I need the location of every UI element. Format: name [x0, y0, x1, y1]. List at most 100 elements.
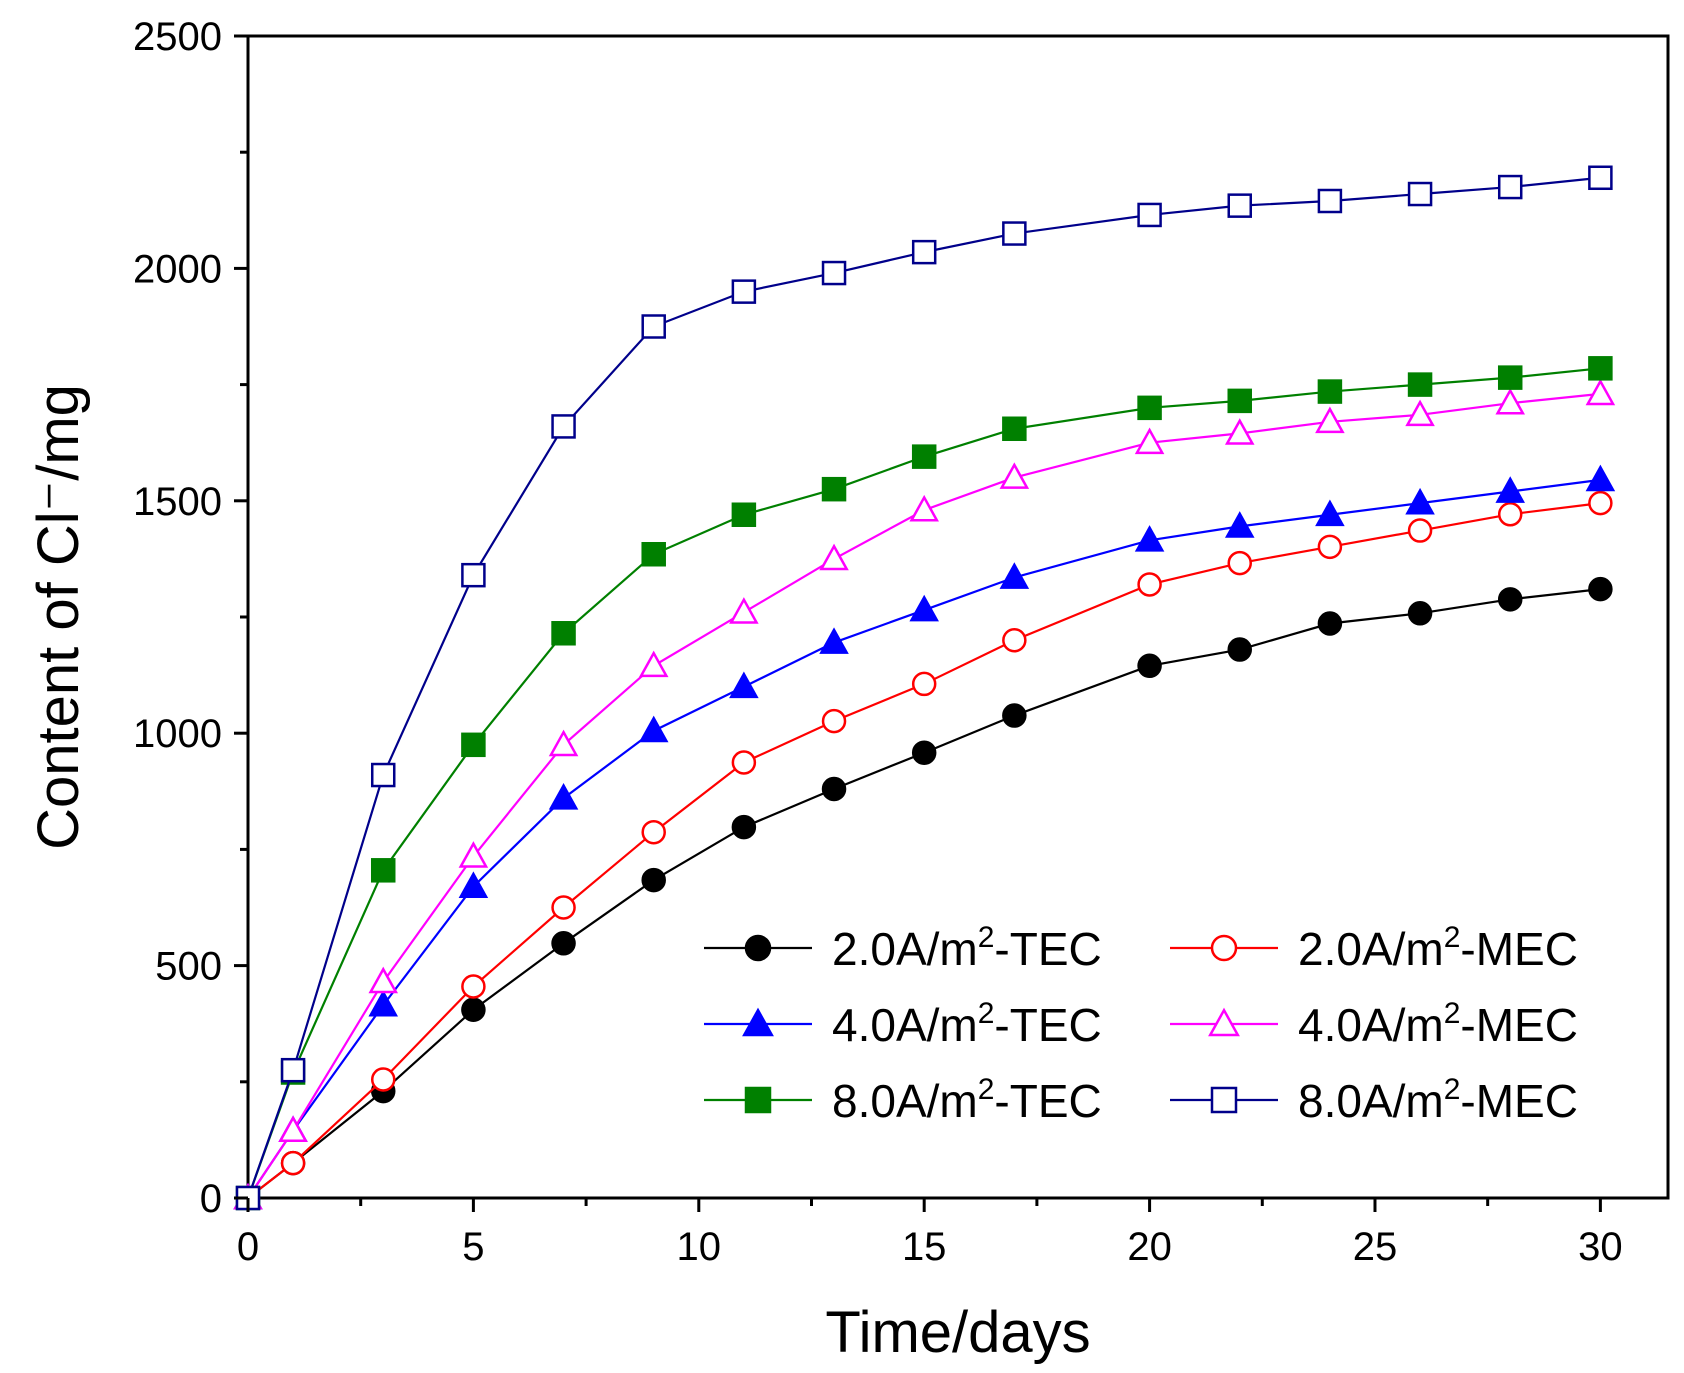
data-point [1137, 395, 1162, 421]
data-point [1317, 188, 1343, 214]
legend-marker [744, 934, 772, 962]
series-line [247, 478, 1601, 1199]
data-point [729, 597, 759, 624]
series-2.0A/m2-MEC [235, 490, 1613, 1211]
legend-item: 2.0A/m2-MEC [1170, 921, 1578, 975]
data-point [821, 476, 847, 502]
x-tick-label: 5 [462, 1225, 484, 1269]
data-point [1497, 365, 1523, 390]
legend-marker [1208, 1007, 1240, 1037]
x-tick-label: 20 [1127, 1225, 1172, 1269]
x-tick-label: 15 [902, 1225, 947, 1269]
data-point [280, 1150, 306, 1176]
legend-item: 8.0A/m2-TEC [704, 1073, 1102, 1127]
data-point [1588, 356, 1613, 381]
y-tick-label: 1000 [133, 712, 222, 756]
data-point [1317, 611, 1343, 636]
data-point [461, 732, 486, 758]
data-point [1317, 534, 1343, 560]
data-point [1407, 601, 1433, 626]
x-tick-label: 25 [1353, 1225, 1398, 1269]
data-point [1002, 627, 1027, 653]
data-point [551, 895, 576, 920]
data-point [1588, 576, 1613, 602]
data-point [551, 931, 576, 956]
data-point [458, 871, 489, 898]
series-layer [233, 165, 1616, 1211]
legend: 2.0A/m2-TEC 2.0A/m2-MEC 4.0A/m2-TEC 4.0A/m2… [704, 921, 1578, 1127]
legend-marker [1210, 934, 1238, 962]
legend-label: 2.0A/m2-TEC [832, 921, 1102, 975]
data-point [370, 762, 396, 788]
data-point [1137, 202, 1162, 228]
data-point [729, 671, 759, 699]
data-point [911, 239, 937, 265]
data-point [458, 841, 489, 868]
data-point [1134, 427, 1165, 455]
legend-marker [1210, 1086, 1238, 1114]
data-point [1224, 511, 1255, 538]
data-point [1137, 572, 1162, 597]
data-point [821, 708, 847, 734]
data-point [1405, 399, 1435, 427]
y-tick-label: 2000 [133, 247, 222, 291]
data-point [1585, 378, 1616, 406]
data-point [461, 974, 486, 999]
y-tick-label: 2500 [133, 15, 222, 59]
data-point [1407, 372, 1433, 397]
legend-marker [744, 1086, 772, 1114]
data-point [999, 462, 1030, 489]
data-point [638, 715, 669, 743]
x-tick-label: 10 [677, 1225, 722, 1269]
data-point [731, 814, 757, 840]
data-point [1227, 637, 1252, 662]
data-point [1407, 181, 1433, 207]
data-point [911, 444, 937, 469]
data-point [461, 562, 486, 588]
data-point [641, 867, 666, 893]
data-point [1315, 499, 1345, 527]
data-point [1227, 550, 1252, 576]
data-point [368, 989, 399, 1017]
data-point [1497, 587, 1523, 612]
ticks-layer: 0 5 10 15 20 25 30 0 500 1000 1500 2000 2500 [133, 15, 1623, 1269]
data-point [911, 671, 937, 697]
data-point [731, 502, 757, 527]
legend-label: 4.0A/m2-TEC [832, 997, 1102, 1051]
legend-item: 4.0A/m2-MEC [1170, 997, 1578, 1051]
data-point [1227, 388, 1252, 414]
data-point [821, 260, 847, 286]
data-point [548, 729, 579, 757]
data-point [1585, 464, 1616, 492]
data-point [909, 594, 939, 622]
data-point [551, 621, 576, 646]
legend-item: 2.0A/m2-TEC [704, 921, 1102, 975]
data-point [1134, 525, 1165, 552]
series-8.0A/m2-MEC [235, 165, 1613, 1211]
data-point [1495, 476, 1525, 503]
data-point [641, 542, 666, 567]
legend-label: 8.0A/m2-MEC [1298, 1073, 1578, 1127]
x-axis-title: Time/days [825, 1300, 1090, 1365]
data-point [548, 783, 579, 810]
legend-item: 4.0A/m2-TEC [704, 997, 1102, 1051]
data-point [368, 966, 399, 994]
x-tick-label: 30 [1578, 1225, 1623, 1269]
data-point [821, 776, 847, 802]
data-point [1497, 502, 1523, 527]
data-point [819, 543, 849, 571]
series-line [246, 176, 1601, 1199]
data-point [909, 494, 939, 522]
data-point [1227, 193, 1252, 218]
series-line [247, 502, 1601, 1199]
y-tick-label: 0 [200, 1177, 222, 1221]
data-point [911, 740, 937, 765]
legend-item: 8.0A/m2-MEC [1170, 1073, 1578, 1127]
data-point [641, 314, 666, 339]
series-4.0A/m2-MEC [233, 378, 1616, 1210]
y-axis-title: Content of Cl⁻/mg [26, 384, 91, 850]
data-point [1137, 653, 1162, 679]
data-point [1224, 418, 1255, 445]
legend-marker [742, 1007, 774, 1037]
